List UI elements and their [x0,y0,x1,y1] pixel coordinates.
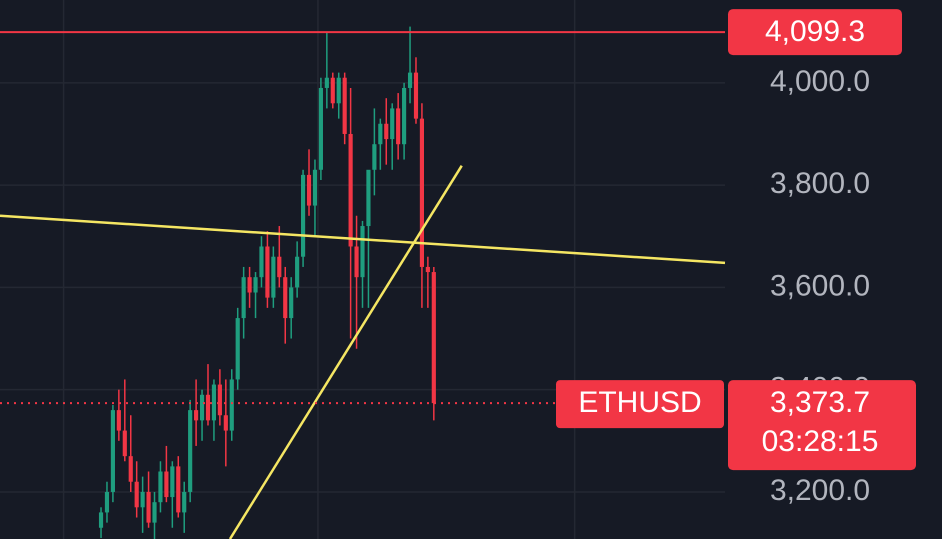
price-label-box [728,9,902,56]
candle-body [378,123,383,145]
candle-body [217,384,222,416]
trend-line [0,214,726,265]
candle-body [277,256,282,278]
candle-body [312,169,318,206]
y-tick-label: 3,600.0 [770,269,870,302]
price-label: 4,099.3 [765,15,865,48]
candle-body [122,430,127,457]
candle-body [318,87,323,170]
candle-body [283,277,288,319]
candle-body [188,410,193,492]
candle-body [413,72,419,119]
candle-body [259,246,264,278]
candle-body [253,277,258,293]
candle-body [342,77,347,134]
candle-body [431,272,436,404]
symbol-box [556,380,724,429]
candle-body [182,491,187,513]
candle-body [164,471,169,498]
y-tick-label: 3,800.0 [770,167,870,200]
candle-body [336,77,341,104]
candle-body [128,456,133,482]
candle-body [140,491,145,508]
candle-body [330,77,335,104]
candle-body [146,491,151,523]
candle-body [194,410,199,421]
candle-body [110,410,115,492]
candle-body [104,491,110,513]
candle-body [289,287,294,319]
candle-body [116,410,121,431]
candle-body [419,118,425,267]
candle-body [390,108,395,140]
candle-body [211,384,217,421]
candle-body [235,318,240,380]
candle-body [300,174,306,257]
candle-body [360,226,365,278]
candle-body [247,277,252,293]
candle-body [354,246,359,278]
candle-body [158,471,163,503]
candle-body [241,277,246,319]
y-tick-label: 4,000.0 [770,65,870,98]
candle-body [98,512,104,528]
candle-body [366,169,371,227]
candle-body [372,144,377,170]
candle-body [407,72,413,88]
candle-body [396,108,401,145]
current-price-label: 3,373.7 [770,386,870,419]
candle-body [384,123,389,140]
trend-line [228,165,463,539]
candle-body [134,481,139,508]
current-price-box [728,380,916,471]
candle-body [271,256,276,298]
candle-body [170,466,175,498]
candle-body [199,394,205,421]
candle-body [324,77,329,88]
candle-body [402,87,407,145]
candle-body [229,379,234,431]
candle-body [348,133,353,247]
candle-body [152,502,157,523]
candle-body [205,394,211,421]
candle-body [306,174,312,206]
candle-body [425,266,430,273]
y-tick-label: 3,200.0 [770,474,870,507]
candle-body [176,466,181,513]
candle-body [295,256,300,288]
candle-body [265,246,270,298]
countdown-label: 03:28:15 [762,425,879,458]
candle-body [223,415,228,431]
symbol-label: ETHUSD [578,386,701,419]
